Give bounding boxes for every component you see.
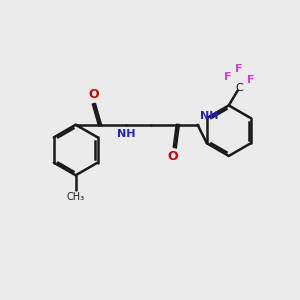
Text: O: O xyxy=(167,150,178,163)
Text: CH₃: CH₃ xyxy=(67,192,85,202)
Text: NH: NH xyxy=(117,129,136,139)
Text: O: O xyxy=(88,88,99,101)
Text: C: C xyxy=(235,82,243,93)
Text: F: F xyxy=(236,64,243,74)
Text: F: F xyxy=(224,72,231,82)
Text: NH: NH xyxy=(200,111,218,121)
Text: F: F xyxy=(247,75,255,85)
